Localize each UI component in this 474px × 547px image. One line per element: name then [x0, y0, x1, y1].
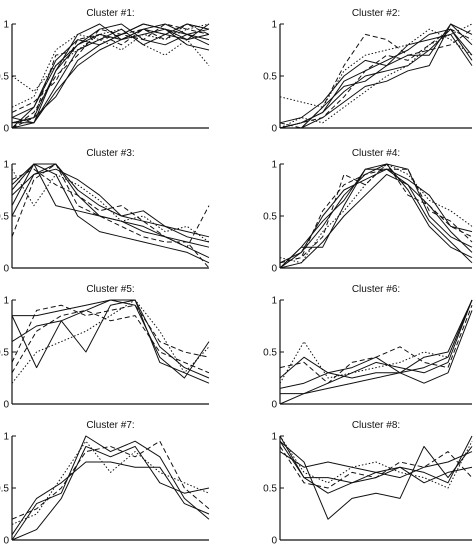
chart-title: Cluster #8: — [352, 420, 400, 431]
series-line-5 — [279, 299, 473, 384]
series-line-5 — [279, 28, 473, 108]
chart-title: Cluster #2: — [352, 8, 400, 19]
y-tick-label: 1 — [3, 20, 9, 31]
chart-panel-7: Cluster #7: 0 0.5 1 — [0, 420, 210, 547]
chart-title: Cluster #1: — [86, 8, 134, 19]
y-tick-label: 0 — [3, 536, 9, 547]
series-line-8 — [11, 168, 210, 243]
series-line-6 — [11, 309, 210, 374]
y-tick-label: 1 — [3, 432, 9, 443]
series-line-4 — [11, 440, 210, 525]
series-line-2 — [11, 299, 210, 379]
series-line-3 — [279, 33, 473, 124]
series-line-4 — [279, 168, 473, 269]
series-line-2 — [280, 299, 473, 395]
series-line-5 — [11, 445, 210, 541]
series-line-3 — [279, 163, 473, 264]
y-tick-label: 0.5 — [0, 348, 9, 359]
chart-title: Cluster #4: — [352, 148, 400, 159]
series-line-5 — [11, 299, 210, 379]
series-line-7 — [279, 28, 473, 129]
series-line-4 — [279, 28, 473, 129]
chart-panel-5: Cluster #5: 0 0.5 1 — [0, 284, 210, 411]
y-tick-label: 0.5 — [263, 72, 277, 83]
chart-panel-1: Cluster #1: 0 0.5 1 — [0, 8, 210, 135]
chart-panel-3: Cluster #3: 0 0.5 1 — [0, 148, 210, 275]
chart-title: Cluster #5: — [86, 284, 134, 295]
series-line-10 — [11, 23, 210, 124]
y-tick-label: 0.5 — [0, 72, 9, 83]
y-tick-label: 0 — [271, 400, 277, 411]
series-line-5 — [279, 163, 473, 264]
series-line-6 — [279, 310, 473, 389]
y-tick-label: 0.5 — [0, 212, 9, 223]
series-line-3 — [11, 461, 210, 536]
series-line-6 — [279, 163, 473, 269]
series-line-7 — [279, 168, 473, 264]
y-tick-label: 0.5 — [263, 212, 277, 223]
series-line-2 — [11, 440, 210, 520]
chart-panel-8: Cluster #8: 0 0.5 1 — [263, 420, 473, 547]
series-line-2 — [279, 440, 473, 520]
series-line-1 — [279, 435, 473, 484]
series-line-3 — [279, 299, 473, 405]
series-line-9 — [279, 23, 473, 129]
y-tick-label: 0 — [3, 400, 9, 411]
chart-title: Cluster #6: — [352, 284, 400, 295]
y-tick-label: 0.5 — [263, 484, 277, 495]
y-tick-label: 0 — [3, 124, 9, 135]
chart-panel-6: Cluster #6: 0 0.5 1 — [263, 284, 473, 411]
series-line-1 — [279, 163, 473, 264]
y-tick-label: 0 — [271, 536, 277, 547]
y-tick-label: 1 — [3, 296, 9, 307]
series-line-5 — [279, 435, 473, 489]
series-line-6 — [280, 23, 473, 129]
y-tick-label: 1 — [271, 432, 277, 443]
series-line-4 — [279, 451, 473, 479]
series-line-3 — [279, 446, 473, 489]
chart-title: Cluster #7: — [86, 420, 134, 431]
series-line-4 — [279, 305, 473, 384]
series-line-1 — [12, 299, 210, 384]
y-tick-label: 0 — [3, 264, 9, 275]
y-tick-label: 0 — [271, 264, 277, 275]
y-tick-label: 1 — [3, 160, 9, 171]
y-tick-label: 1 — [271, 20, 277, 31]
series-line-8 — [279, 173, 473, 269]
y-tick-label: 1 — [271, 160, 277, 171]
series-line-1 — [279, 28, 473, 129]
series-line-11 — [11, 23, 210, 124]
series-line-6 — [11, 163, 210, 264]
y-tick-label: 0.5 — [0, 484, 9, 495]
chart-panel-2: Cluster #2: 0 0.5 1 — [263, 8, 473, 135]
y-tick-label: 0 — [271, 124, 277, 135]
series-line-12 — [11, 23, 210, 129]
y-tick-label: 0.5 — [263, 348, 277, 359]
series-line-6 — [279, 440, 473, 494]
series-line-7 — [11, 168, 210, 248]
chart-panel-4: Cluster #4: 0 0.5 1 — [263, 148, 473, 275]
series-line-8 — [279, 28, 473, 129]
series-line-1 — [11, 435, 210, 541]
series-line-3 — [11, 304, 210, 363]
chart-title: Cluster #3: — [86, 148, 134, 159]
y-tick-label: 1 — [271, 296, 277, 307]
